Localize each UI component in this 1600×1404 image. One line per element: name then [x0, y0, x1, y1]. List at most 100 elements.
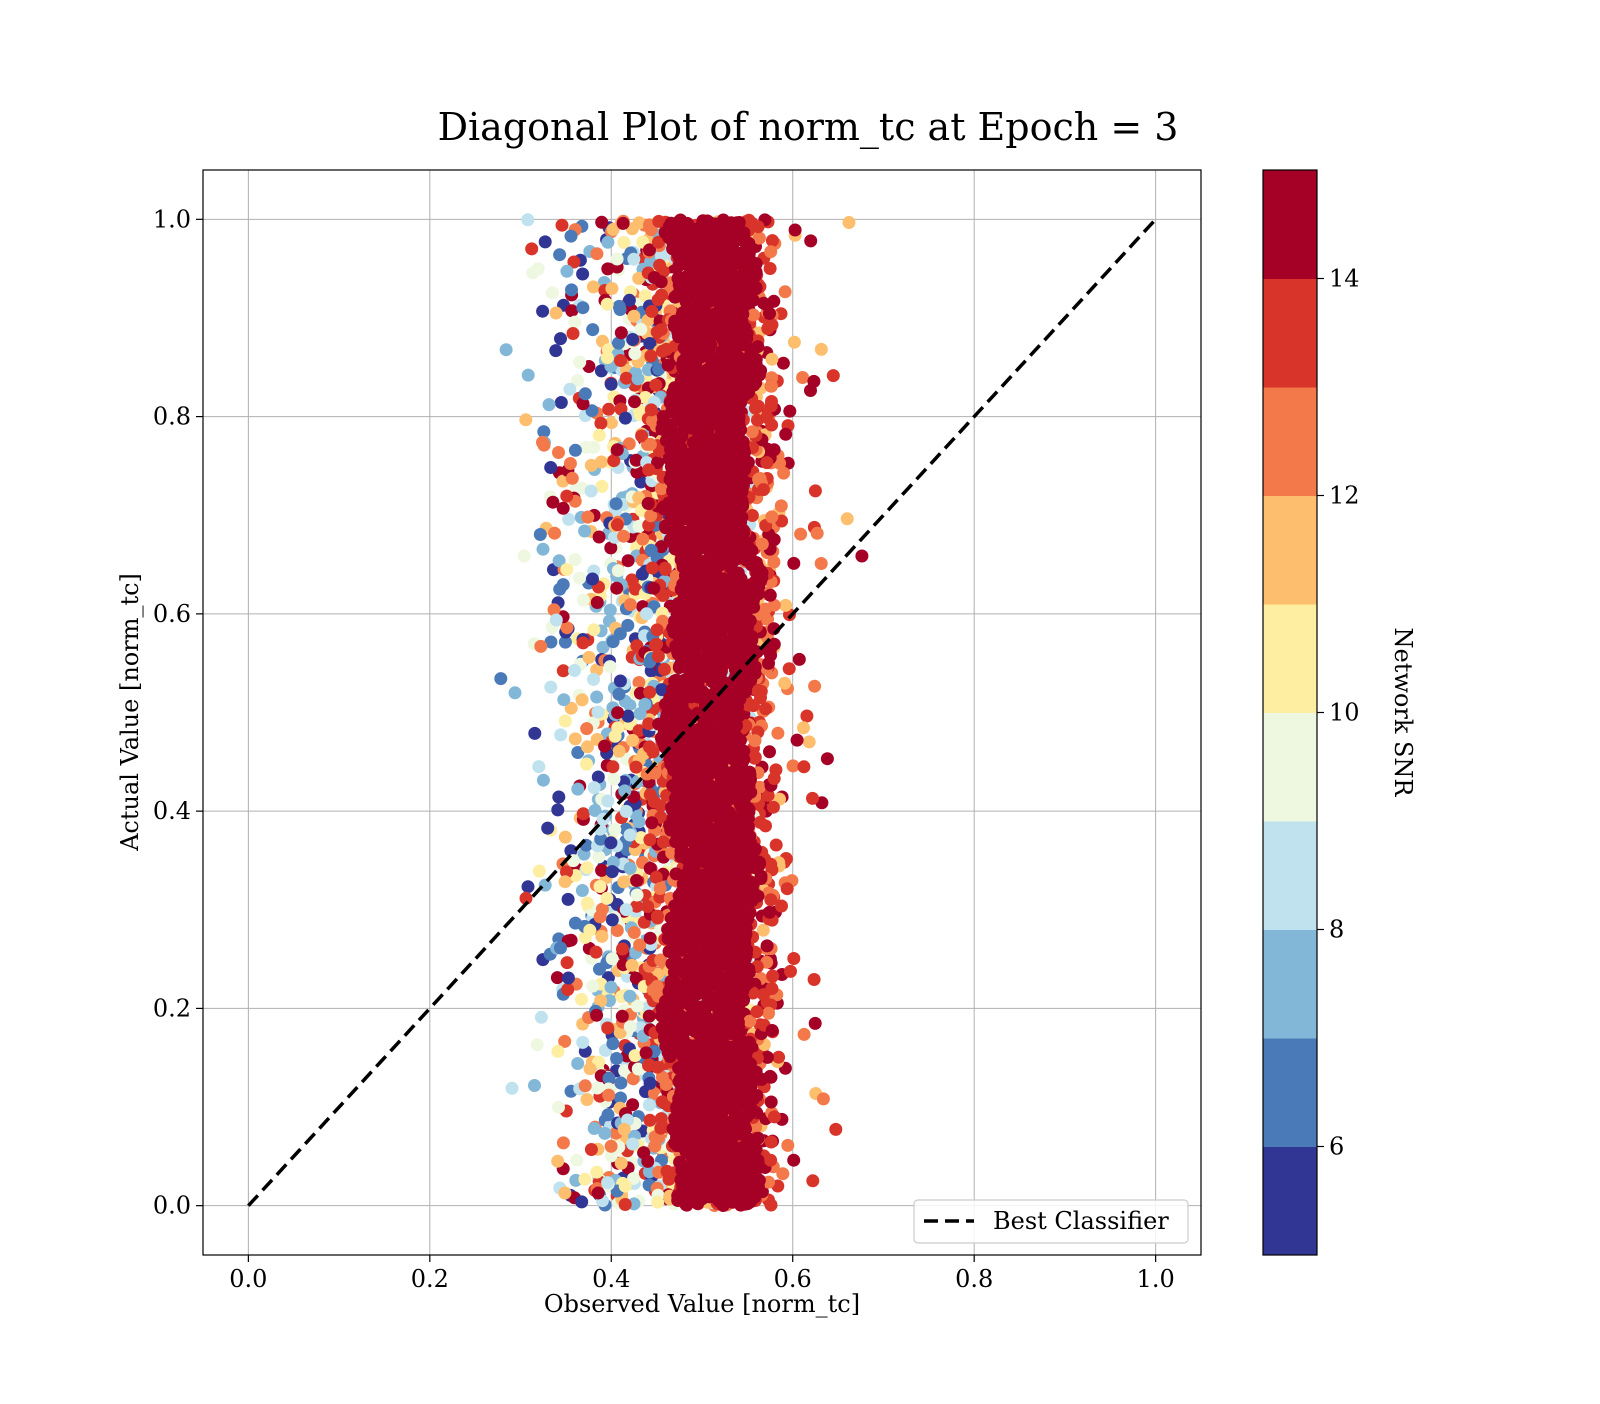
scatter-point: [533, 865, 546, 878]
scatter-point: [610, 582, 623, 595]
scatter-point: [775, 499, 788, 512]
scatter-point: [797, 721, 810, 734]
scatter-point: [793, 653, 806, 666]
scatter-point: [506, 1082, 519, 1095]
scatter-point: [561, 983, 574, 996]
scatter-point: [649, 379, 662, 392]
scatter-point: [606, 1037, 619, 1050]
scatter-point: [543, 398, 556, 411]
scatter-point: [576, 1036, 589, 1049]
scatter-point: [598, 740, 611, 753]
scatter-point: [656, 1095, 669, 1108]
scatter-point: [794, 528, 807, 541]
scatter-point: [624, 829, 637, 842]
scatter-point: [509, 686, 522, 699]
scatter-point: [619, 1198, 632, 1211]
scatter-point: [843, 216, 856, 229]
scatter-point: [578, 525, 591, 538]
scatter-point: [757, 924, 770, 937]
scatter-point: [644, 438, 657, 451]
scatter-point: [580, 722, 593, 735]
scatter-point: [559, 715, 572, 728]
scatter-point: [808, 680, 821, 693]
scatter-point: [628, 395, 641, 408]
scatter-point: [787, 1154, 800, 1167]
scatter-point: [806, 1174, 819, 1187]
scatter-point: [588, 781, 601, 794]
scatter-point: [640, 607, 653, 620]
scatter-point: [612, 564, 625, 577]
scatter-point: [779, 428, 792, 441]
scatter-point: [619, 1180, 632, 1193]
scatter-point: [590, 691, 603, 704]
scatter-point: [528, 727, 541, 740]
scatter-point: [561, 956, 574, 969]
scatter-point: [624, 862, 637, 875]
scatter-point: [577, 636, 590, 649]
scatter-point: [562, 972, 575, 985]
scatter-point: [557, 693, 570, 706]
scatter-point: [608, 823, 621, 836]
scatter-point: [569, 444, 582, 457]
scatter-point: [762, 1007, 775, 1020]
scatter-point: [538, 439, 551, 452]
scatter-point: [525, 242, 538, 255]
scatter-point: [617, 530, 630, 543]
scatter-point: [645, 816, 658, 829]
scatter-point: [815, 557, 828, 570]
scatter-point: [627, 310, 640, 323]
scatter-point: [617, 217, 630, 230]
scatter-point: [581, 511, 594, 524]
scatter-point: [552, 1101, 565, 1114]
scatter-point: [798, 1028, 811, 1041]
scatter-point: [601, 351, 614, 364]
scatter-point: [586, 573, 599, 586]
scatter-point: [765, 510, 778, 523]
scatter-point: [553, 583, 566, 596]
scatter-point: [761, 939, 774, 952]
scatter-point: [784, 965, 797, 978]
scatter-point: [829, 1123, 842, 1136]
scatter-point: [783, 662, 796, 675]
scatter-point: [557, 1136, 570, 1149]
scatter-point: [565, 230, 578, 243]
scatter-point: [592, 850, 605, 863]
scatter-point: [643, 686, 656, 699]
scatter-point: [626, 734, 639, 747]
scatter-point: [565, 283, 578, 296]
scatter-point: [522, 369, 535, 382]
scatter-point: [660, 343, 673, 356]
scatter-point: [558, 1187, 571, 1200]
scatter-point: [649, 639, 662, 652]
scatter-point: [624, 1020, 637, 1033]
scatter-point: [777, 357, 790, 370]
scatter-point: [658, 663, 671, 676]
scatter-point: [581, 861, 594, 874]
scatter-point: [571, 783, 584, 796]
scatter-point: [788, 336, 801, 349]
scatter-point: [500, 343, 513, 356]
scatter-point: [841, 512, 854, 525]
scatter-point: [551, 1045, 564, 1058]
scatter-point: [620, 372, 633, 385]
scatter-point: [619, 412, 632, 425]
scatter-point: [560, 265, 573, 278]
scatter-point: [746, 425, 759, 438]
scatter-point: [566, 472, 579, 485]
scatter-point: [583, 924, 596, 937]
scatter-point: [601, 298, 614, 311]
scatter-point: [573, 356, 586, 369]
scatter-point: [606, 913, 619, 926]
scatter-point: [620, 805, 633, 818]
scatter-point: [569, 732, 582, 745]
scatter-point: [809, 484, 822, 497]
scatter-point: [569, 553, 582, 566]
scatter-point: [585, 459, 598, 472]
scatter-point: [772, 1051, 785, 1064]
scatter-point: [551, 803, 564, 816]
scatter-point: [610, 1052, 623, 1065]
scatter-point: [560, 490, 573, 503]
scatter-point: [606, 865, 619, 878]
scatter-point: [552, 791, 565, 804]
scatter-point: [770, 839, 783, 852]
